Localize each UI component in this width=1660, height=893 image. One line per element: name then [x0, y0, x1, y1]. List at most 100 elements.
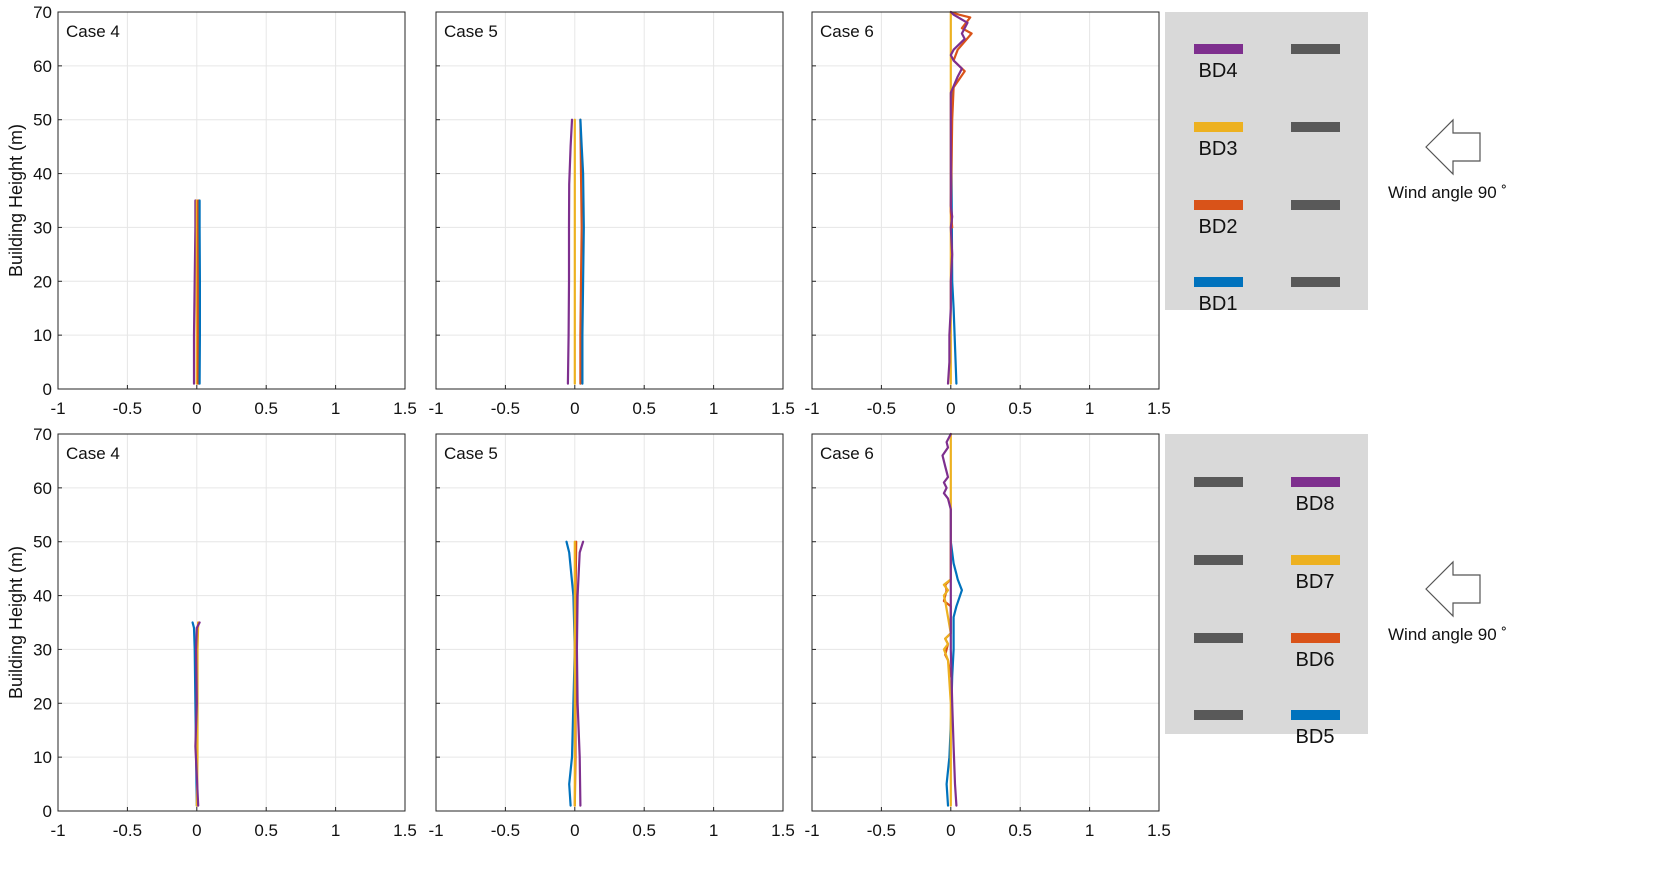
left-arrow-icon [1425, 560, 1481, 618]
series-line-bd2 [949, 10, 973, 229]
wind-arrow-1: Wind angle 90 ˚ [1388, 118, 1507, 202]
y-tick-label: 70 [33, 3, 52, 22]
x-tick-label: 1.5 [1147, 821, 1171, 840]
y-tick-label: 50 [33, 533, 52, 552]
x-tick-label: 0 [570, 821, 579, 840]
panel-label: Case 5 [444, 444, 498, 463]
building-block [1291, 122, 1340, 132]
plot-area [436, 12, 783, 389]
y-axis-title: Building Height (m) [6, 546, 26, 699]
legend-label: BD7 [1296, 571, 1335, 593]
x-tick-label: 0 [570, 399, 579, 418]
panel-label: Case 6 [820, 444, 874, 463]
y-axis-title: Building Height (m) [6, 124, 26, 277]
legend-swatch-bd7 [1291, 555, 1340, 565]
x-tick-label: 0 [192, 821, 201, 840]
series-line-bd8 [575, 540, 585, 807]
x-tick-label: -1 [428, 399, 443, 418]
building-block [1194, 555, 1243, 565]
legend-swatch-bd2 [1194, 200, 1243, 210]
y-tick-label: 70 [33, 425, 52, 444]
x-tick-label: 1.5 [1147, 399, 1171, 418]
axes-frame [811, 433, 1160, 812]
plot-area [812, 434, 1159, 811]
building-block [1291, 44, 1340, 54]
series-line-bd1 [579, 118, 585, 385]
axes-frame [811, 11, 1160, 390]
left-arrow-icon [1425, 118, 1481, 176]
legend-label: BD4 [1199, 60, 1238, 82]
panel-label: Case 4 [66, 444, 120, 463]
legend-label: BD6 [1296, 649, 1335, 671]
panel-label: Case 5 [444, 22, 498, 41]
building-block [1291, 277, 1340, 287]
x-tick-label: 1 [331, 821, 340, 840]
legend-swatch-bd5 [1291, 710, 1340, 720]
x-tick-label: -0.5 [491, 399, 520, 418]
axes-frame [435, 11, 784, 390]
legend-label: BD2 [1199, 216, 1238, 238]
plot-area [812, 12, 1159, 389]
axes-frame [57, 11, 406, 390]
series-line-bd8 [194, 621, 201, 807]
legend-swatch-bd8 [1291, 477, 1340, 487]
legend-swatch-bd4 [1194, 44, 1243, 54]
legend-swatch-bd3 [1194, 122, 1243, 132]
series-line-bd4 [566, 118, 574, 385]
legend-label: BD1 [1199, 293, 1238, 315]
building-block [1194, 633, 1243, 643]
y-tick-label: 30 [33, 218, 52, 237]
legend-label: BD8 [1296, 493, 1335, 515]
x-tick-label: -1 [50, 821, 65, 840]
panel-label: Case 4 [66, 22, 120, 41]
wind-angle-label: Wind angle 90 ˚ [1388, 183, 1507, 202]
axes-frame [435, 433, 784, 812]
plot-area [58, 434, 405, 811]
x-tick-label: 0.5 [1008, 821, 1032, 840]
x-tick-label: 1.5 [771, 399, 795, 418]
y-tick-label: 10 [33, 748, 52, 767]
y-tick-label: 0 [43, 802, 52, 821]
legend-swatch-bd1 [1194, 277, 1243, 287]
x-tick-label: -0.5 [867, 821, 896, 840]
y-tick-label: 30 [33, 640, 52, 659]
legend-background [1165, 12, 1368, 310]
x-tick-label: -0.5 [113, 821, 142, 840]
building-legend-2: BD8 BD7 BD6 BD5 [1165, 434, 1368, 748]
y-tick-label: 40 [33, 587, 52, 606]
y-tick-label: 60 [33, 479, 52, 498]
legend-label: BD5 [1296, 726, 1335, 748]
chart-panel-1: -1 -0.5 0 0.5 1 1.5 0 10 20 30 40 50 60 70 Case 4 Build… [6, 3, 417, 418]
x-tick-label: -1 [50, 399, 65, 418]
building-legend-1: BD4 BD3 BD2 BD1 [1165, 12, 1368, 315]
chart-panel-6: -1 -0.5 0 0.5 1 1.5 Case 6 [804, 432, 1171, 840]
building-block [1194, 477, 1243, 487]
series-line-bd4 [946, 10, 969, 385]
y-tick-label: 60 [33, 57, 52, 76]
building-block [1291, 200, 1340, 210]
chart-panel-4: -1 -0.5 0 0.5 1 1.5 0 10 20 30 40 50 60 70 Case 4 Build… [6, 425, 417, 840]
plot-area [436, 434, 783, 811]
y-tick-label: 40 [33, 165, 52, 184]
series-line-bd8 [941, 432, 958, 807]
series-line-bd2 [579, 118, 583, 385]
chart-panel-2: -1 -0.5 0 0.5 1 1.5 Case 5 [428, 11, 795, 418]
x-tick-label: 1 [709, 399, 718, 418]
x-tick-label: -1 [804, 399, 819, 418]
chart-panel-5: -1 -0.5 0 0.5 1 1.5 Case 5 [428, 433, 795, 840]
x-tick-label: -0.5 [867, 399, 896, 418]
y-tick-label: 20 [33, 272, 52, 291]
x-tick-label: 0.5 [632, 399, 656, 418]
y-tick-label: 10 [33, 326, 52, 345]
wind-arrow-2: Wind angle 90 ˚ [1388, 560, 1507, 644]
building-block [1194, 710, 1243, 720]
legend-swatch-bd6 [1291, 633, 1340, 643]
x-tick-label: 1 [1085, 821, 1094, 840]
y-tick-label: 0 [43, 380, 52, 399]
x-tick-label: 0.5 [254, 399, 278, 418]
x-tick-label: -0.5 [491, 821, 520, 840]
x-tick-label: 1.5 [771, 821, 795, 840]
axes-frame [57, 433, 406, 812]
chart-panel-3: -1 -0.5 0 0.5 1 1.5 Case 6 [804, 10, 1171, 418]
